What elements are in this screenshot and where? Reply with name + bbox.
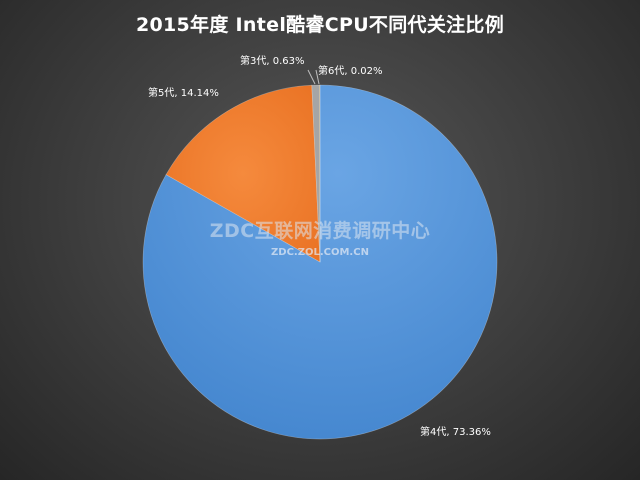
data-label-3: 第3代, 0.63% xyxy=(240,54,305,67)
watermark-url-text: ZDC.ZOL.COM.CN xyxy=(271,247,369,258)
leader-line-3 xyxy=(307,69,316,85)
pie-slice-3 xyxy=(311,84,321,263)
watermark-logo-text: ZDC互联网消费调研中心 xyxy=(209,220,431,242)
pie-slices xyxy=(142,84,498,440)
pie-slice-2 xyxy=(165,84,321,263)
data-label-1: 第4代, 73.36% xyxy=(420,425,491,438)
chart-title: 2015年度 Intel酷睿CPU不同代关注比例 xyxy=(135,14,505,36)
data-label-2: 第5代, 14.14% xyxy=(148,86,219,99)
pie-slice-1 xyxy=(142,84,498,440)
leader-line-4 xyxy=(315,69,320,85)
data-labels: 第4代, 73.36% 第5代, 14.14% 第3代, 0.63% 第6代, 0.0… xyxy=(148,54,491,438)
data-label-4: 第6代, 0.02% xyxy=(318,64,383,77)
label-leader-lines xyxy=(307,69,320,85)
